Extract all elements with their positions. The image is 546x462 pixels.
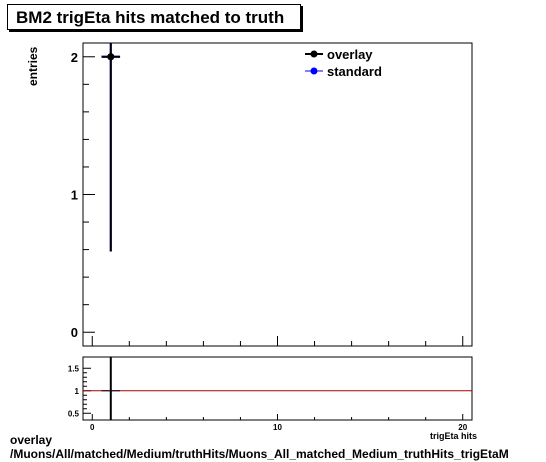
y-tick-label: 0: [71, 325, 78, 340]
x-tick-label: 0: [90, 423, 95, 432]
main-plot-frame: [82, 42, 473, 347]
legend-marker: [310, 50, 318, 58]
ratio-plot-frame: [82, 356, 473, 421]
y-tick-label: 1: [71, 188, 78, 203]
ratio-y-tick-label: 0.5: [68, 409, 80, 418]
ratio-y-tick-label: 1: [75, 387, 80, 396]
legend-marker: [310, 67, 318, 75]
x-tick-label: 20: [458, 423, 467, 432]
data-point: [107, 53, 115, 61]
legend-label: overlay: [327, 47, 373, 62]
x-axis-label: trigEta hits: [430, 431, 478, 441]
footer-line-1: overlay: [10, 433, 53, 447]
chart-title: BM2 trigEta hits matched to truth: [16, 8, 285, 27]
x-tick-label: 10: [273, 423, 282, 432]
footer-line-2: /Muons/All/matched/Medium/truthHits/Muon…: [10, 447, 509, 461]
ratio-y-tick-label: 1.5: [68, 364, 80, 373]
legend-label: standard: [327, 64, 382, 79]
y-tick-label: 2: [71, 50, 78, 65]
chart-title-box: BM2 trigEta hits matched to truth: [7, 4, 301, 30]
